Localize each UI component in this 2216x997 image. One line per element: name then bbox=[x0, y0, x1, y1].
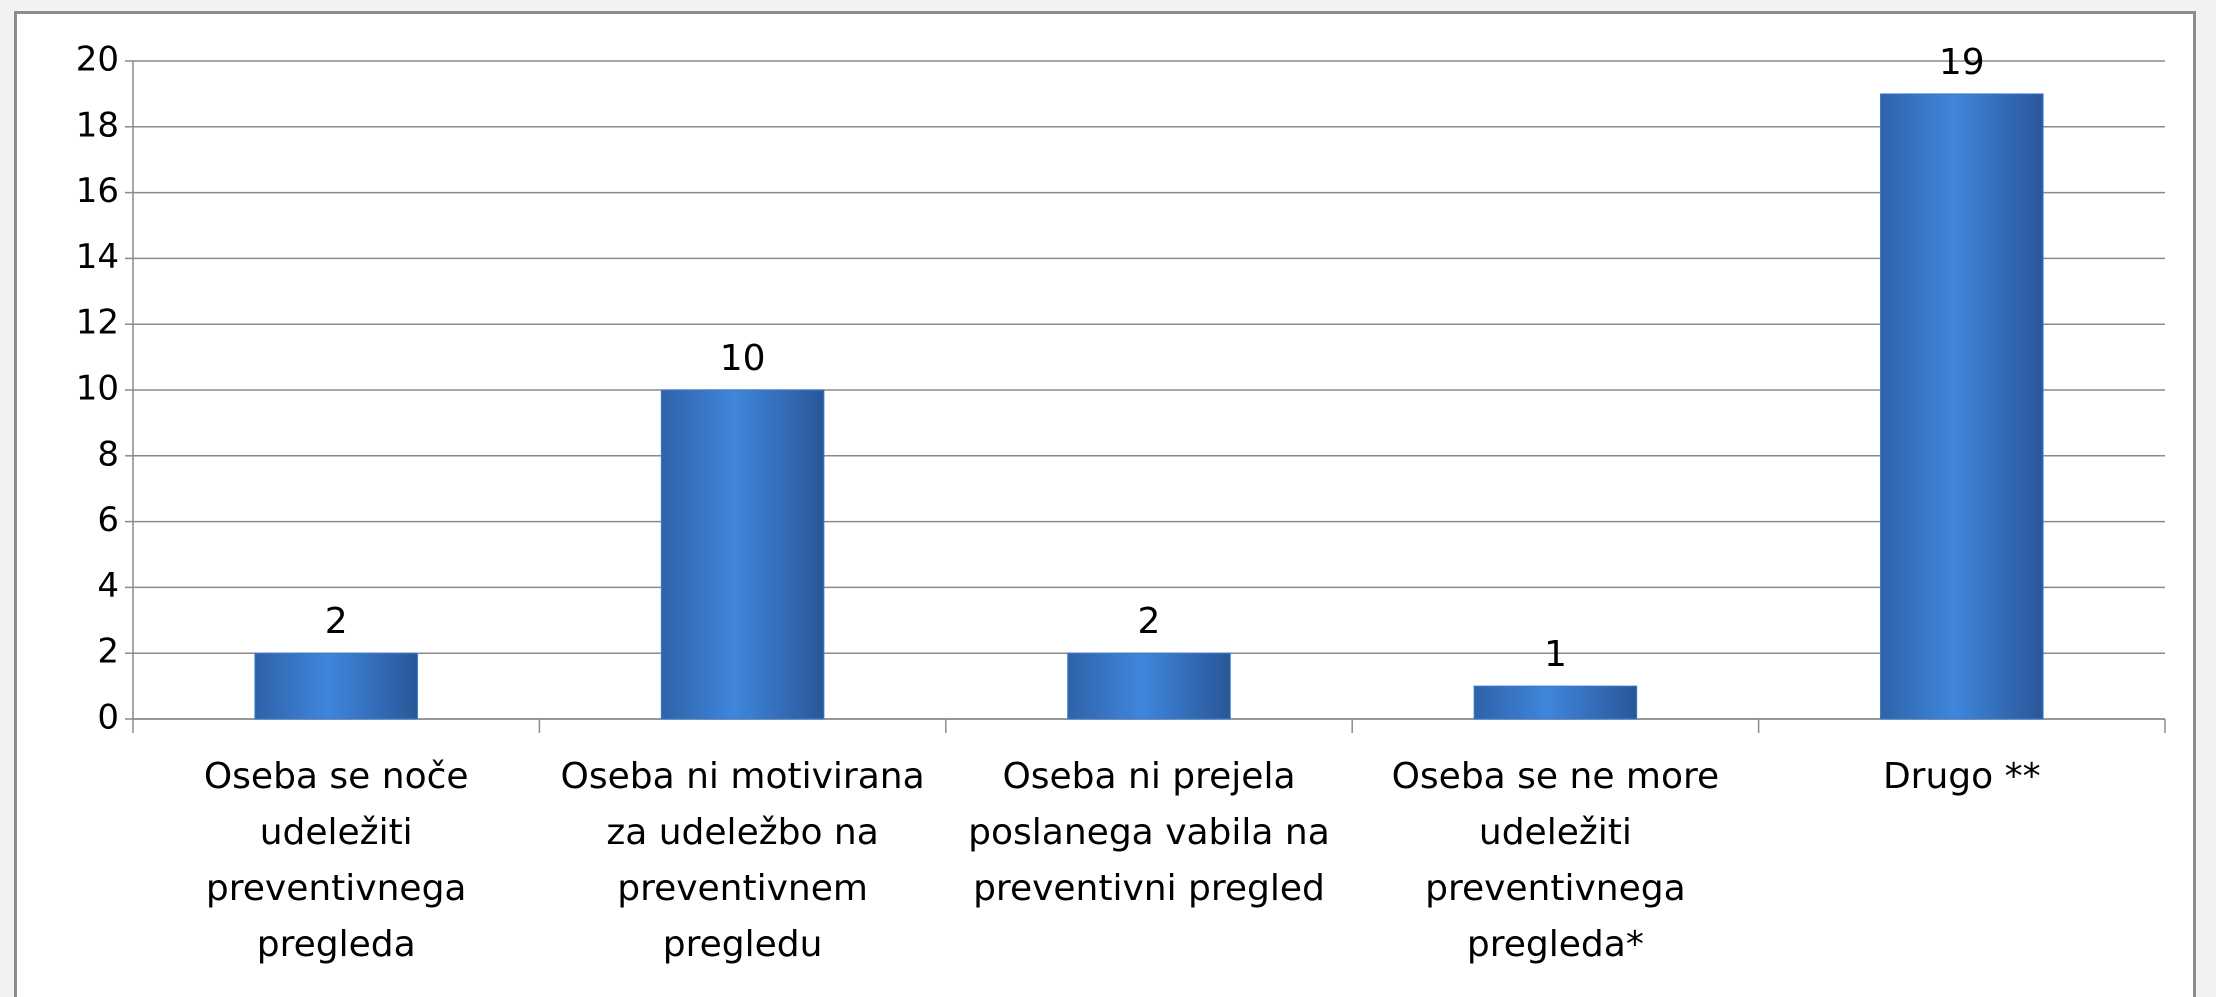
value-label: 2 bbox=[325, 601, 348, 642]
x-tick-label: Oseba ni motivirana za udeležbo na preve… bbox=[560, 756, 925, 965]
bar bbox=[254, 652, 418, 720]
y-tick-label: 8 bbox=[97, 434, 119, 474]
chart-frame bbox=[14, 11, 2196, 997]
y-tick-label: 6 bbox=[97, 500, 119, 540]
x-tick-label: Oseba se ne more udeležiti preventivnega… bbox=[1391, 756, 1720, 965]
value-label: 1 bbox=[1544, 634, 1567, 675]
bar bbox=[1473, 685, 1638, 720]
value-label: 19 bbox=[1939, 42, 1985, 83]
y-tick-label: 20 bbox=[76, 40, 119, 80]
bar bbox=[1067, 652, 1231, 720]
y-tick-label: 0 bbox=[97, 698, 119, 738]
x-tick-label: Oseba se noče udeležiti preventivnega pr… bbox=[203, 756, 469, 965]
y-tick-label: 4 bbox=[97, 566, 119, 606]
y-tick-label: 10 bbox=[76, 369, 119, 409]
value-label: 10 bbox=[720, 338, 766, 379]
x-tick-label: Drugo ** bbox=[1882, 756, 2041, 797]
y-tick-label: 14 bbox=[76, 237, 119, 277]
y-tick-label: 12 bbox=[76, 303, 119, 343]
bar bbox=[660, 389, 825, 720]
bar bbox=[1880, 93, 2044, 720]
y-tick-label: 16 bbox=[76, 171, 119, 211]
y-tick-label: 2 bbox=[97, 632, 119, 672]
y-tick-label: 18 bbox=[76, 105, 119, 145]
x-tick-label: Oseba ni prejela poslanega vabila na pre… bbox=[968, 756, 1330, 909]
value-label: 2 bbox=[1138, 601, 1161, 642]
